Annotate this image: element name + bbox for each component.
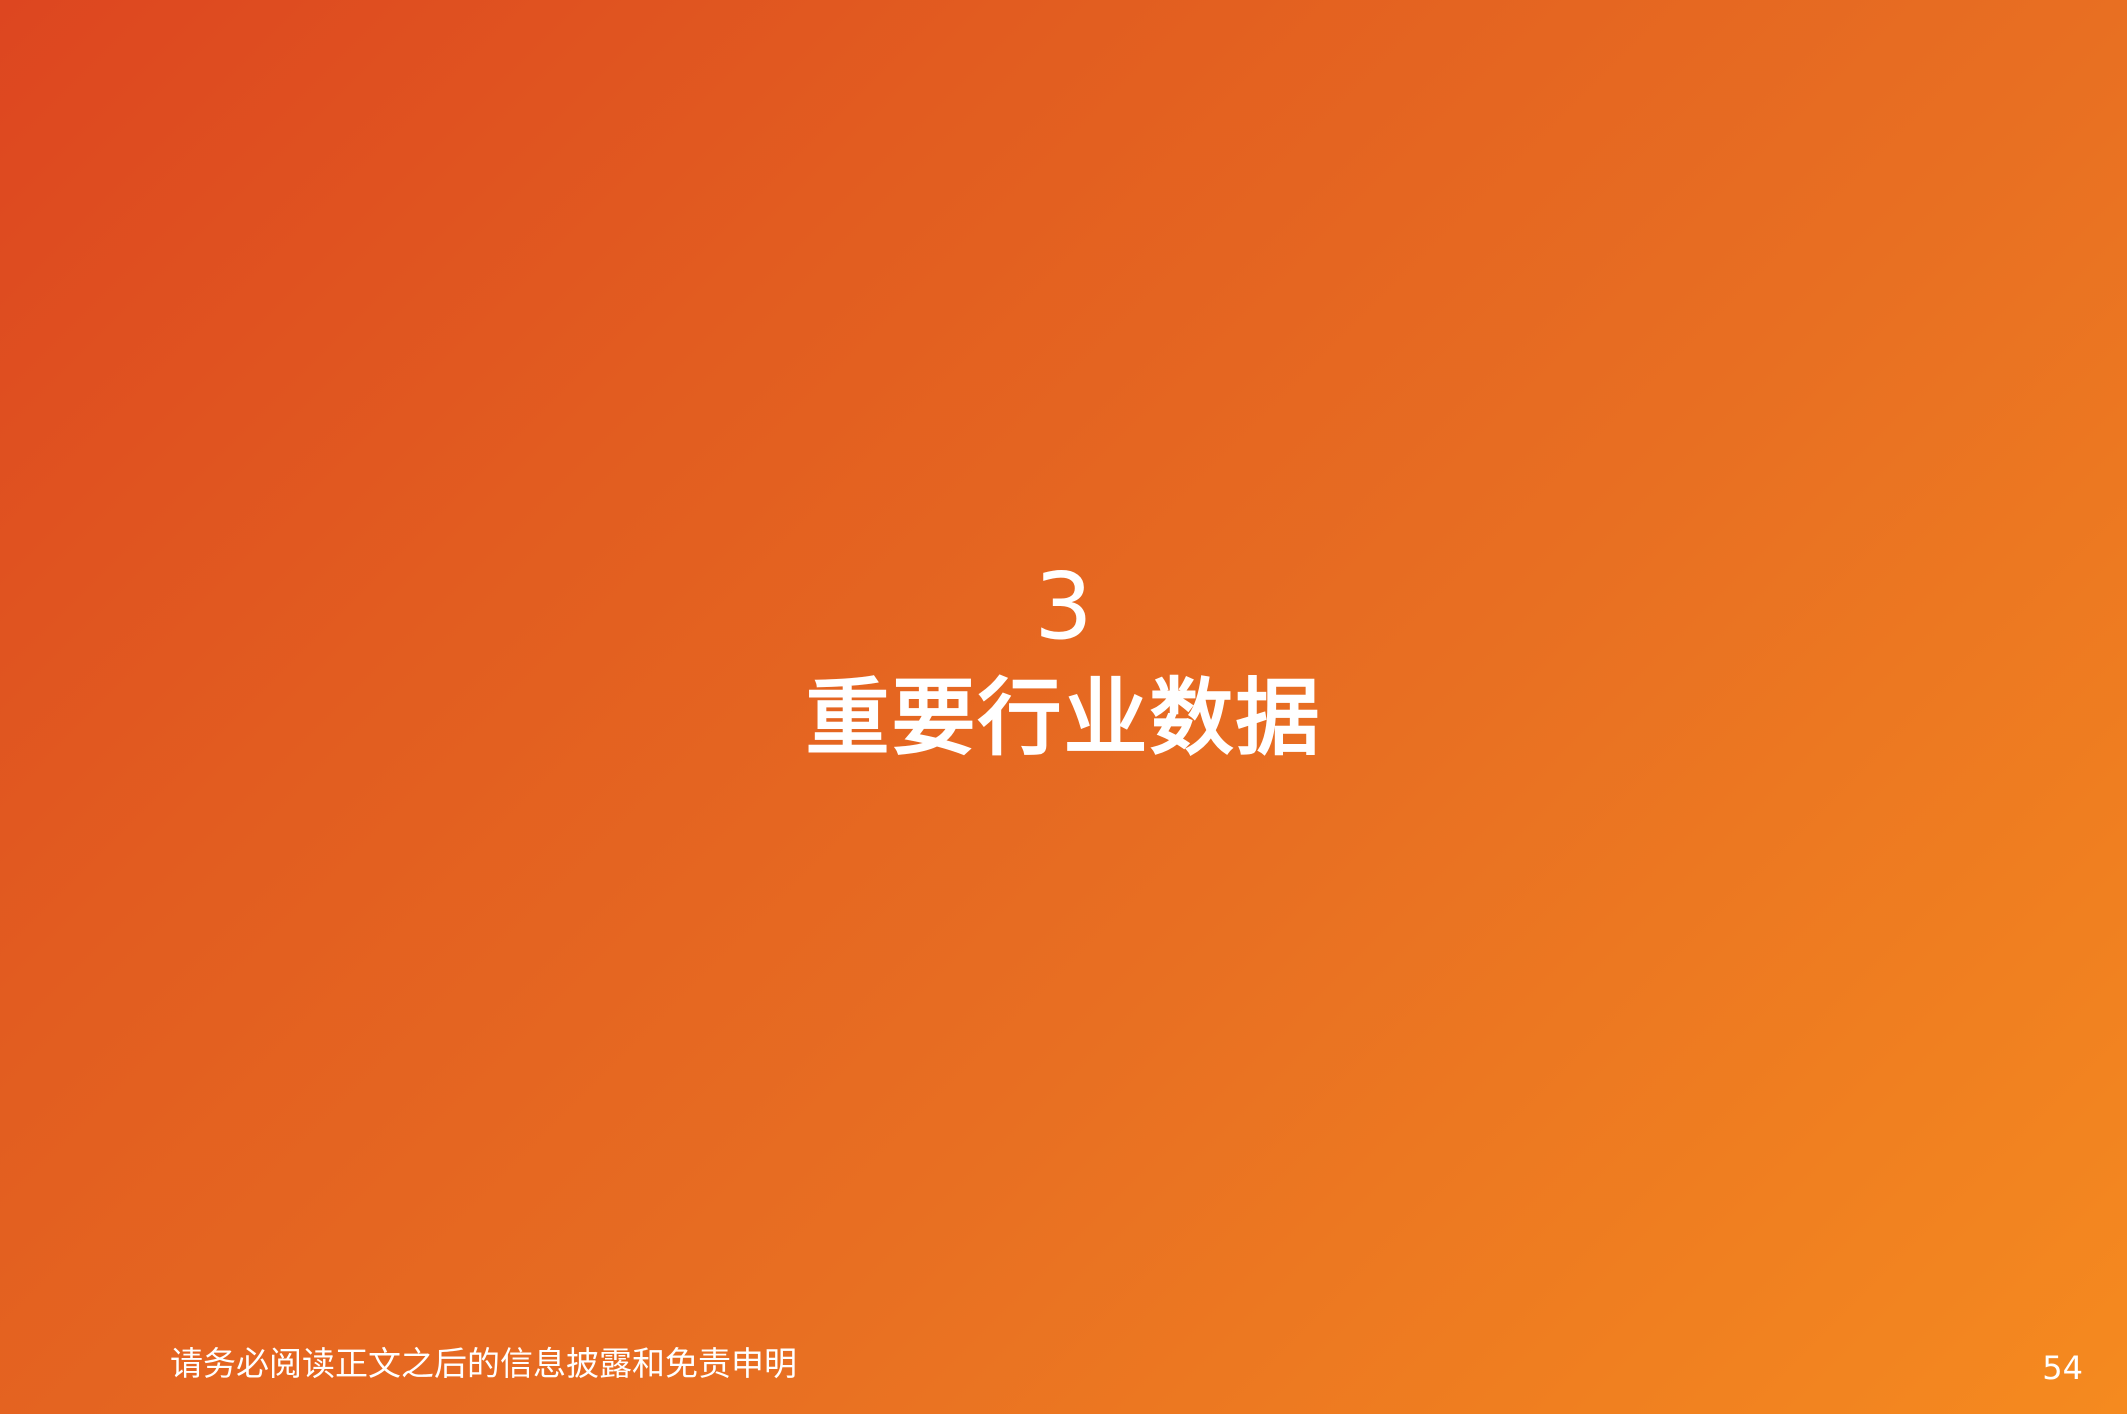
footer-disclaimer: 请务必阅读正文之后的信息披露和免责申明: [170, 1344, 797, 1383]
section-title: 重要行业数据: [805, 669, 1322, 767]
page-number: 54: [2042, 1349, 2083, 1387]
section-number: 3: [1034, 553, 1093, 660]
section-heading: 3 重要行业数据: [0, 552, 2127, 774]
page-bottom-border: [0, 1414, 2127, 1418]
